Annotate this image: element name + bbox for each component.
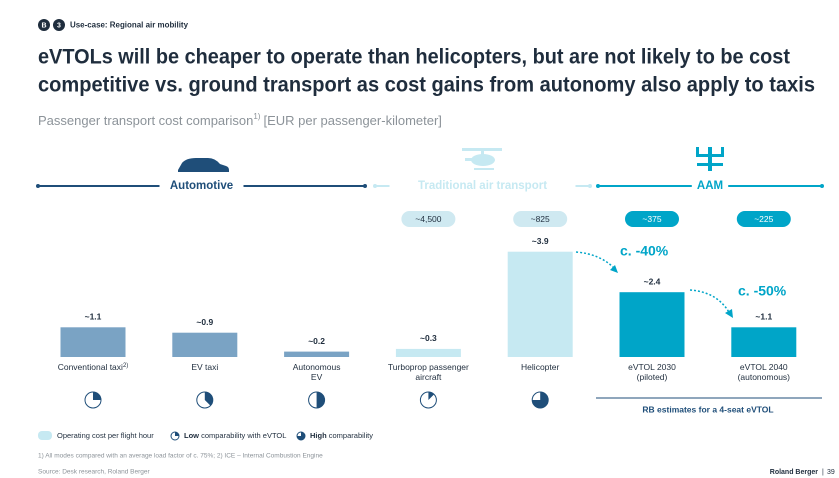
category-label: EV taxi (191, 362, 218, 372)
category-label: EV (311, 372, 323, 382)
badge (53, 19, 65, 31)
legend-swatch (38, 431, 52, 440)
harvey-fill (316, 392, 325, 408)
value-label: ~1.1 (85, 312, 102, 322)
category-label: aircraft (415, 372, 442, 382)
badge-text: B (41, 22, 46, 29)
legend-rest: comparability (329, 431, 373, 440)
legend-strong: Low (184, 431, 199, 440)
harvey-fill (532, 392, 549, 408)
category-label: eVTOL 2030 (628, 362, 676, 372)
legend-text: Operating cost per flight hour (57, 431, 154, 440)
category-text: aircraft (415, 372, 442, 382)
category-text: Autonomous (293, 362, 341, 372)
harvey-fill (204, 392, 213, 406)
legend-rest: comparability with eVTOL (201, 431, 286, 440)
category-label: Turboprop passenger (388, 362, 469, 372)
group-dot (820, 184, 824, 188)
arrowhead (610, 265, 618, 273)
category-text: eVTOL 2030 (628, 362, 676, 372)
arrow (689, 289, 731, 315)
plot: Automotive Traditional air transport AAM ~1… (36, 180, 824, 409)
cost-label: ~825 (531, 214, 550, 224)
header-label: Use-case: Regional air mobility (70, 21, 189, 30)
subtitle: Passenger transport cost comparison1) [EU… (38, 112, 442, 128)
group-dot (588, 184, 592, 188)
category-note: 2) (123, 363, 128, 369)
value-label: ~3.9 (532, 236, 549, 246)
category-label: (piloted) (637, 372, 668, 382)
bar (284, 351, 350, 357)
helicopter-icon (462, 148, 502, 170)
bar (60, 327, 126, 357)
group-dot (36, 184, 40, 188)
brand: Roland Berger (770, 469, 819, 476)
category-text: (autonomous) (738, 372, 791, 382)
category-text: (piloted) (637, 372, 668, 382)
category-text: Conventional taxi (58, 362, 123, 372)
value-label: ~0.9 (196, 317, 213, 327)
subtitle-text: Passenger transport cost comparison (38, 113, 253, 128)
bar (395, 348, 461, 357)
cost-label: ~225 (754, 214, 773, 224)
annotation: c. -50% (738, 283, 787, 299)
category-label: Autonomous (293, 362, 341, 372)
bar (172, 332, 238, 357)
category-text: EV taxi (191, 362, 218, 372)
title-line: competitive vs. ground transport as cost… (38, 74, 815, 97)
category-label: Helicopter (521, 362, 559, 372)
group-dot (363, 184, 367, 188)
value-label: ~2.4 (644, 276, 661, 286)
bar (731, 327, 797, 357)
category-text: Helicopter (521, 362, 559, 372)
value-label: ~0.2 (308, 336, 325, 346)
harvey-fill (428, 392, 435, 400)
bar (619, 292, 685, 357)
legend-text: High comparability (310, 431, 373, 440)
category-text: eVTOL 2040 (740, 362, 788, 372)
cost-label: ~375 (642, 214, 661, 224)
category-label: eVTOL 2040 (740, 362, 788, 372)
badge (38, 19, 50, 31)
cost-pill (625, 211, 679, 227)
bar (507, 251, 573, 357)
subtitle-unit: [EUR per passenger-kilometer] (263, 113, 441, 128)
legend-text: Low comparability with eVTOL (184, 431, 286, 440)
category-text: EV (311, 372, 323, 382)
page-number: 39 (827, 469, 835, 476)
cost-pill (401, 211, 456, 227)
value-label: ~0.3 (420, 333, 437, 343)
value-label: ~1.1 (755, 312, 772, 322)
footnote: 1) All modes compared with an average lo… (38, 453, 323, 460)
category-label: Conventional taxi2) (58, 362, 129, 372)
arrowhead (725, 309, 733, 318)
subtitle-note: 1) (253, 112, 260, 121)
category-text: Turboprop passenger (388, 362, 469, 372)
harvey-fill (93, 392, 101, 400)
title-line: eVTOLs will be cheaper to operate than h… (38, 46, 790, 69)
cost-pill (736, 211, 791, 227)
car-icon (178, 158, 229, 172)
badge-text: 3 (57, 22, 61, 29)
legend-ball-fill (297, 432, 305, 440)
legend-ball-fill (175, 432, 179, 436)
source: Source: Desk research, Roland Berger (38, 469, 150, 476)
legend-strong: High (310, 431, 327, 440)
cost-pill (513, 211, 568, 227)
group-label: AAM (697, 180, 723, 192)
group-dot (596, 184, 600, 188)
evtol-icon (696, 147, 724, 171)
bracket-label: RB estimates for a 4-seat eVTOL (642, 404, 773, 414)
group-label: Automotive (170, 180, 233, 192)
cost-label: ~4,500 (415, 214, 442, 224)
page-sep: | (822, 469, 824, 476)
annotation: c. -40% (620, 243, 669, 259)
group-label: Traditional air transport (418, 180, 547, 192)
group-dot (373, 184, 377, 188)
category-label: (autonomous) (738, 372, 791, 382)
